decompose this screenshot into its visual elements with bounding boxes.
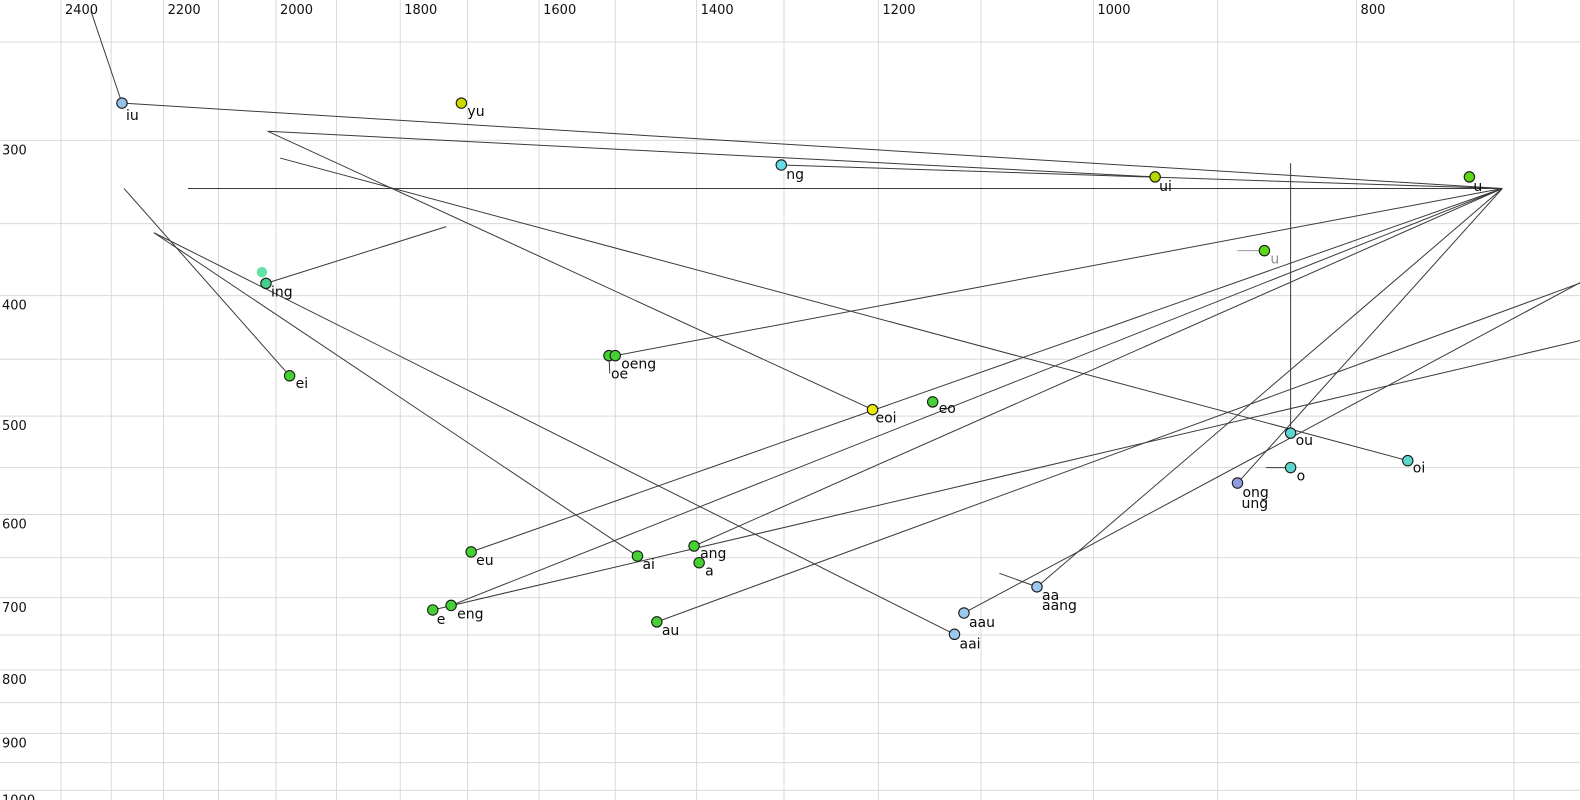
trajectory-aai-i bbox=[153, 232, 955, 635]
point-label-au: au bbox=[662, 623, 679, 639]
point-iu[interactable] bbox=[116, 97, 128, 109]
y-axis-tick-500: 500 bbox=[2, 419, 27, 434]
point-oi[interactable] bbox=[1402, 454, 1414, 467]
point-label-o: o bbox=[1297, 469, 1306, 485]
point-ing-upper[interactable] bbox=[256, 267, 268, 278]
trajectory-ui-y bbox=[267, 130, 1156, 178]
point-ong-ung[interactable] bbox=[1231, 477, 1244, 489]
point-label-ou: ou bbox=[1296, 433, 1313, 449]
x-axis-tick-800: 800 bbox=[1361, 3, 1386, 18]
trajectory-iu-u bbox=[121, 102, 1503, 190]
point-label-ing: ing bbox=[271, 284, 293, 300]
x-axis-tick-2000: 2000 bbox=[280, 3, 313, 18]
point-label-oi: oi bbox=[1413, 461, 1425, 477]
trajectory-aa-tick bbox=[999, 572, 1038, 588]
trajectory-aau-u bbox=[963, 282, 1580, 614]
trajectory-oeng-ng bbox=[615, 188, 1503, 357]
trajectory-ing-ng bbox=[265, 226, 447, 284]
trajectory-oi-y bbox=[279, 157, 1408, 462]
trajectory-ng-u bbox=[781, 164, 1503, 190]
point-eng[interactable] bbox=[445, 599, 457, 612]
point-label-ai: ai bbox=[642, 557, 654, 573]
point-au[interactable] bbox=[651, 616, 663, 628]
point-label-u: u bbox=[1473, 179, 1482, 195]
x-axis-tick-2200: 2200 bbox=[168, 3, 201, 18]
point-ang[interactable] bbox=[688, 540, 700, 552]
point-label-ang: ang bbox=[700, 546, 726, 562]
trajectory-e-off bbox=[432, 340, 1580, 611]
point-label-aa-aang: aa bbox=[1042, 588, 1059, 604]
point-label2-aa-aang: aang bbox=[1042, 598, 1077, 614]
trajectory-iu-in bbox=[90, 10, 123, 104]
point-ei[interactable] bbox=[283, 370, 296, 382]
point-label-yu: yu bbox=[467, 104, 484, 120]
x-axis-tick-1200: 1200 bbox=[882, 3, 915, 18]
y-axis-tick-900: 900 bbox=[2, 736, 27, 751]
x-axis-tick-1400: 1400 bbox=[701, 3, 734, 18]
point-label-aai: aai bbox=[960, 636, 981, 652]
x-axis-tick-2400: 2400 bbox=[65, 3, 98, 18]
point-aai[interactable] bbox=[948, 628, 961, 641]
y-axis-tick-700: 700 bbox=[2, 601, 27, 616]
point-oeng[interactable] bbox=[609, 349, 621, 362]
x-axis-tick-1000: 1000 bbox=[1097, 3, 1130, 18]
point-eo[interactable] bbox=[926, 396, 939, 408]
point-ing[interactable] bbox=[260, 277, 272, 290]
trajectory-ei-i bbox=[123, 188, 290, 377]
point-label-ui: ui bbox=[1159, 179, 1172, 195]
trajectory-ang-ng bbox=[693, 188, 1503, 547]
y-axis-tick-600: 600 bbox=[2, 518, 27, 533]
point-label-oe: oe bbox=[611, 367, 628, 383]
trajectory-eoi-y bbox=[267, 130, 873, 411]
point-label-oeng: oeng bbox=[621, 357, 656, 373]
x-axis-tick-1600: 1600 bbox=[543, 3, 576, 18]
point-ou[interactable] bbox=[1284, 427, 1297, 439]
point-label2-ong-ung: ung bbox=[1241, 496, 1268, 512]
point-a[interactable] bbox=[693, 556, 705, 569]
trajectory-au-u bbox=[656, 282, 1580, 623]
point-aa-aang[interactable] bbox=[1031, 581, 1043, 593]
point-label-eng: eng bbox=[457, 606, 483, 622]
point-eu[interactable] bbox=[465, 546, 477, 558]
point-label-ng: ng bbox=[786, 167, 804, 183]
trajectory-eu-u bbox=[470, 188, 1503, 553]
point-ui[interactable] bbox=[1149, 171, 1161, 183]
point-label-aau: aau bbox=[969, 615, 995, 631]
point-o[interactable] bbox=[1284, 461, 1297, 474]
y-axis-tick-1000: 1000 bbox=[2, 793, 35, 800]
point-label-eu: eu bbox=[476, 553, 494, 569]
point-label-eoi: eoi bbox=[876, 411, 897, 427]
point-label-ong-ung: ong bbox=[1242, 485, 1268, 501]
point-label-u-gray: u bbox=[1270, 252, 1279, 268]
y-axis-tick-400: 400 bbox=[2, 299, 27, 314]
point-label-ei: ei bbox=[296, 376, 309, 392]
trajectory-ong-ung-ng bbox=[1237, 188, 1503, 484]
point-ng[interactable] bbox=[775, 159, 788, 171]
trajectory-ai-i bbox=[153, 232, 638, 557]
y-axis-tick-300: 300 bbox=[2, 143, 27, 158]
point-label-eo: eo bbox=[939, 401, 956, 417]
point-u-gray[interactable] bbox=[1258, 244, 1271, 257]
point-label-a: a bbox=[705, 564, 714, 580]
point-label-iu: iu bbox=[126, 108, 139, 124]
trajectory-eng-ng bbox=[450, 188, 1503, 606]
point-label-e: e bbox=[437, 612, 446, 628]
x-axis-tick-1800: 1800 bbox=[404, 3, 437, 18]
point-aau[interactable] bbox=[958, 607, 970, 619]
trajectory-aang-ng bbox=[1036, 188, 1503, 588]
point-u[interactable] bbox=[1463, 171, 1476, 183]
point-yu[interactable] bbox=[455, 97, 468, 109]
point-e[interactable] bbox=[427, 604, 439, 616]
y-axis-tick-800: 800 bbox=[2, 673, 27, 688]
point-ai[interactable] bbox=[631, 550, 644, 562]
point-eoi[interactable] bbox=[866, 403, 879, 416]
